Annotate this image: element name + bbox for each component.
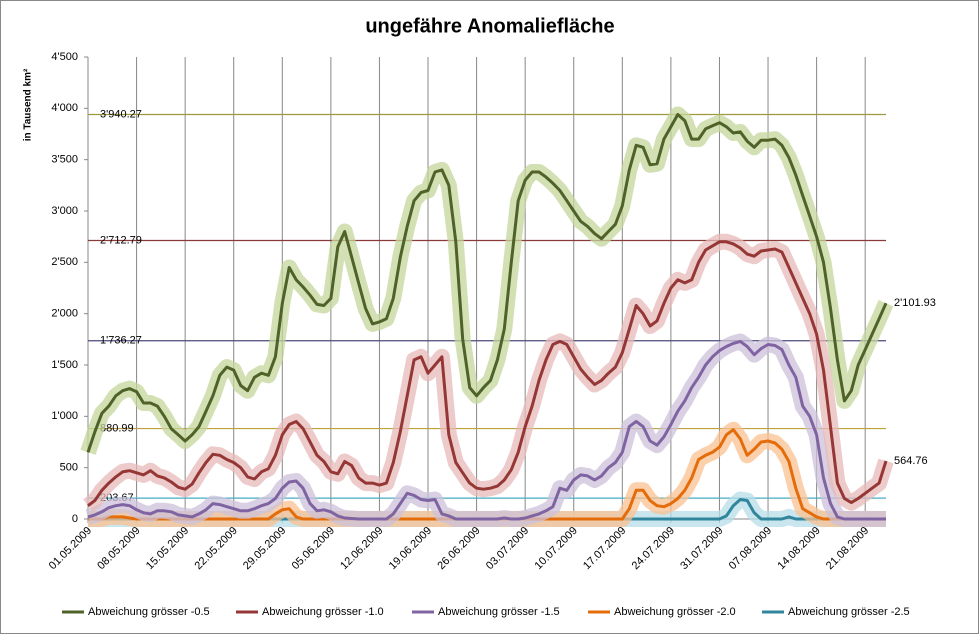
reference-label: 880.99 — [100, 422, 134, 434]
y-tick-label: 0 — [72, 513, 78, 525]
y-tick-label: 500 — [60, 462, 78, 474]
y-tick-label: 2'000 — [51, 308, 78, 320]
reference-label: 2'712.79 — [100, 234, 142, 246]
legend-label: Abweichung grösser -2.5 — [788, 606, 910, 618]
y-tick-label: 2'500 — [51, 256, 78, 268]
value-label: 2'101.93 — [894, 297, 936, 309]
reference-label: 1'736.27 — [100, 335, 142, 347]
y-axis-label: in Tausend km² — [23, 68, 34, 141]
legend-label: Abweichung grösser -1.5 — [438, 606, 560, 618]
y-tick-label: 3'500 — [51, 154, 78, 166]
series-line — [86, 113, 888, 453]
legend-label: Abweichung grösser -1.0 — [262, 606, 384, 618]
y-tick-label: 1'500 — [51, 359, 78, 371]
y-tick-label: 4'000 — [51, 102, 78, 114]
legend-label: Abweichung grösser -2.0 — [614, 606, 736, 618]
value-label: 564.76 — [894, 455, 928, 467]
legend-label: Abweichung grösser -0.5 — [88, 606, 210, 618]
series-line — [87, 339, 886, 521]
series-line — [87, 240, 888, 507]
y-tick-label: 4'500 — [51, 51, 78, 63]
reference-label: 3'940.27 — [100, 108, 142, 120]
chart-title: ungefähre Anomaliefläche — [365, 15, 614, 37]
y-tick-label: 3'000 — [51, 205, 78, 217]
y-tick-label: 1'000 — [51, 410, 78, 422]
